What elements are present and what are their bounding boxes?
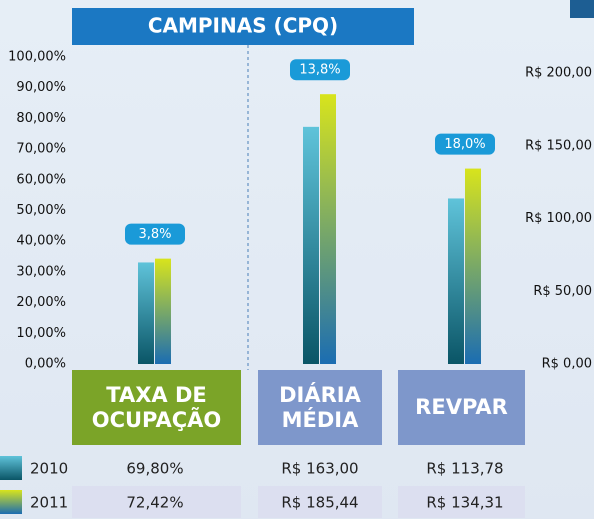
- category-label-box: DIÁRIA MÉDIA: [279, 382, 361, 432]
- y-tick-label: 40,00%: [16, 234, 66, 249]
- annotation-bubble: [290, 59, 350, 81]
- legend-label: 2011: [30, 494, 68, 512]
- annotation-bubble: [125, 223, 185, 245]
- y2-tick-label: R$ 50,00: [533, 284, 592, 299]
- bar: [155, 258, 171, 364]
- row-band: [72, 486, 241, 518]
- legend-label: 2010: [30, 460, 68, 478]
- y2-tick-label: R$ 100,00: [525, 211, 592, 226]
- row-band: [398, 486, 525, 518]
- annotation: 3,8%: [138, 227, 171, 242]
- bar: [320, 94, 336, 364]
- annotation: 13,8%: [299, 63, 340, 78]
- value-label: 69,80%: [126, 460, 183, 478]
- legend-swatch: [0, 456, 22, 480]
- value-label: R$ 185,44: [281, 494, 358, 512]
- y-tick-label: 50,00%: [16, 203, 66, 218]
- category-box: [72, 370, 241, 445]
- y-tick-label: 100,00%: [8, 50, 66, 65]
- annotation: 18,0%: [444, 137, 485, 152]
- value-label: R$ 134,31: [426, 494, 503, 512]
- row-band: [258, 486, 382, 518]
- y2-tick-label: R$ 150,00: [525, 138, 592, 153]
- category-label: DIÁRIA MÉDIA: [279, 382, 361, 432]
- category-label: REVPAR: [415, 395, 508, 419]
- legend-swatch: [0, 490, 22, 514]
- value-label: R$ 163,00: [281, 460, 358, 478]
- category-box: [258, 370, 382, 445]
- category-label: TAXA DE OCUPAÇÃO: [91, 382, 222, 432]
- corner-decoration: [570, 0, 594, 18]
- category-label-box: TAXA DE OCUPAÇÃO: [91, 382, 222, 432]
- chart-title: CAMPINAS (CPQ): [148, 14, 338, 38]
- y2-tick-label: R$ 0,00: [542, 357, 592, 372]
- y-tick-label: 30,00%: [16, 264, 66, 279]
- category-label-box: REVPAR: [415, 395, 508, 419]
- y-tick-label: 20,00%: [16, 295, 66, 310]
- value-label: 72,42%: [126, 494, 183, 512]
- bar: [448, 198, 464, 364]
- value-label: R$ 113,78: [426, 460, 503, 478]
- bar: [138, 262, 154, 364]
- y-tick-label: 10,00%: [16, 326, 66, 341]
- bar: [465, 168, 481, 364]
- annotation-bubble: [435, 133, 495, 155]
- y2-tick-label: R$ 200,00: [525, 66, 592, 81]
- y-tick-label: 70,00%: [16, 142, 66, 157]
- bar: [303, 126, 319, 364]
- y-tick-label: 90,00%: [16, 80, 66, 95]
- category-box: [398, 370, 525, 445]
- y-tick-label: 80,00%: [16, 111, 66, 126]
- title-banner: [72, 8, 414, 45]
- y-tick-label: 0,00%: [25, 357, 66, 372]
- y-tick-label: 60,00%: [16, 172, 66, 187]
